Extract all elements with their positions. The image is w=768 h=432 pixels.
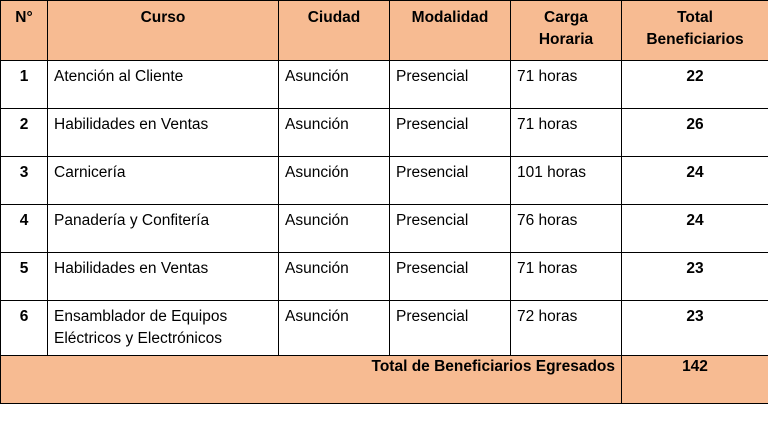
table-row: 4 Panadería y Confitería Asunción Presen… bbox=[0, 204, 768, 253]
row-num: 3 bbox=[0, 156, 48, 205]
header-course: Curso bbox=[47, 0, 279, 61]
row-hours: 76 horas bbox=[510, 204, 622, 253]
header-hours-line2: Horaria bbox=[538, 31, 594, 48]
row-total: 24 bbox=[621, 204, 768, 253]
row-hours: 71 horas bbox=[510, 60, 622, 109]
row-course: Carnicería bbox=[47, 156, 279, 205]
row-course: Habilidades en Ventas bbox=[47, 108, 279, 157]
table-body: 1 Atención al Cliente Asunción Presencia… bbox=[0, 60, 768, 356]
row-total: 23 bbox=[621, 252, 768, 301]
table-row: 2 Habilidades en Ventas Asunción Presenc… bbox=[0, 108, 768, 157]
table-row: 5 Habilidades en Ventas Asunción Presenc… bbox=[0, 252, 768, 301]
row-total: 23 bbox=[621, 300, 768, 356]
header-num: N° bbox=[0, 0, 48, 61]
footer-row: Total de Beneficiarios Egresados 142 bbox=[0, 355, 768, 404]
row-hours: 72 horas bbox=[510, 300, 622, 356]
table-header: N° Curso Ciudad Modalidad Carga Horaria … bbox=[0, 0, 768, 61]
row-num: 2 bbox=[0, 108, 48, 157]
header-total: Total Beneficiarios bbox=[621, 0, 768, 61]
row-city: Asunción bbox=[278, 300, 390, 356]
row-hours: 71 horas bbox=[510, 252, 622, 301]
row-num: 5 bbox=[0, 252, 48, 301]
row-city: Asunción bbox=[278, 156, 390, 205]
header-mode: Modalidad bbox=[389, 0, 511, 61]
row-num: 1 bbox=[0, 60, 48, 109]
footer-total-label: Total de Beneficiarios Egresados bbox=[0, 355, 622, 404]
header-total-line1: Total bbox=[677, 9, 713, 26]
row-city: Asunción bbox=[278, 252, 390, 301]
row-city: Asunción bbox=[278, 204, 390, 253]
row-mode: Presencial bbox=[389, 60, 511, 109]
row-hours: 101 horas bbox=[510, 156, 622, 205]
row-mode: Presencial bbox=[389, 156, 511, 205]
row-num: 6 bbox=[0, 300, 48, 356]
row-course: Panadería y Confitería bbox=[47, 204, 279, 253]
row-total: 22 bbox=[621, 60, 768, 109]
footer-total-value: 142 bbox=[621, 355, 768, 404]
row-course: Ensamblador de Equipos Eléctricos y Elec… bbox=[47, 300, 279, 356]
row-city: Asunción bbox=[278, 108, 390, 157]
courses-table: N° Curso Ciudad Modalidad Carga Horaria … bbox=[0, 0, 768, 404]
table-footer: Total de Beneficiarios Egresados 142 bbox=[0, 355, 768, 404]
row-course: Atención al Cliente bbox=[47, 60, 279, 109]
header-hours-line1: Carga bbox=[544, 9, 588, 26]
table-row: 6 Ensamblador de Equipos Eléctricos y El… bbox=[0, 300, 768, 356]
table-row: 1 Atención al Cliente Asunción Presencia… bbox=[0, 60, 768, 109]
header-row: N° Curso Ciudad Modalidad Carga Horaria … bbox=[0, 0, 768, 61]
table-row: 3 Carnicería Asunción Presencial 101 hor… bbox=[0, 156, 768, 205]
row-total: 26 bbox=[621, 108, 768, 157]
row-course: Habilidades en Ventas bbox=[47, 252, 279, 301]
row-total: 24 bbox=[621, 156, 768, 205]
header-total-line2: Beneficiarios bbox=[646, 31, 744, 48]
row-mode: Presencial bbox=[389, 108, 511, 157]
header-city: Ciudad bbox=[278, 0, 390, 61]
row-num: 4 bbox=[0, 204, 48, 253]
row-mode: Presencial bbox=[389, 252, 511, 301]
row-city: Asunción bbox=[278, 60, 390, 109]
row-mode: Presencial bbox=[389, 204, 511, 253]
header-hours: Carga Horaria bbox=[510, 0, 622, 61]
row-mode: Presencial bbox=[389, 300, 511, 356]
row-hours: 71 horas bbox=[510, 108, 622, 157]
